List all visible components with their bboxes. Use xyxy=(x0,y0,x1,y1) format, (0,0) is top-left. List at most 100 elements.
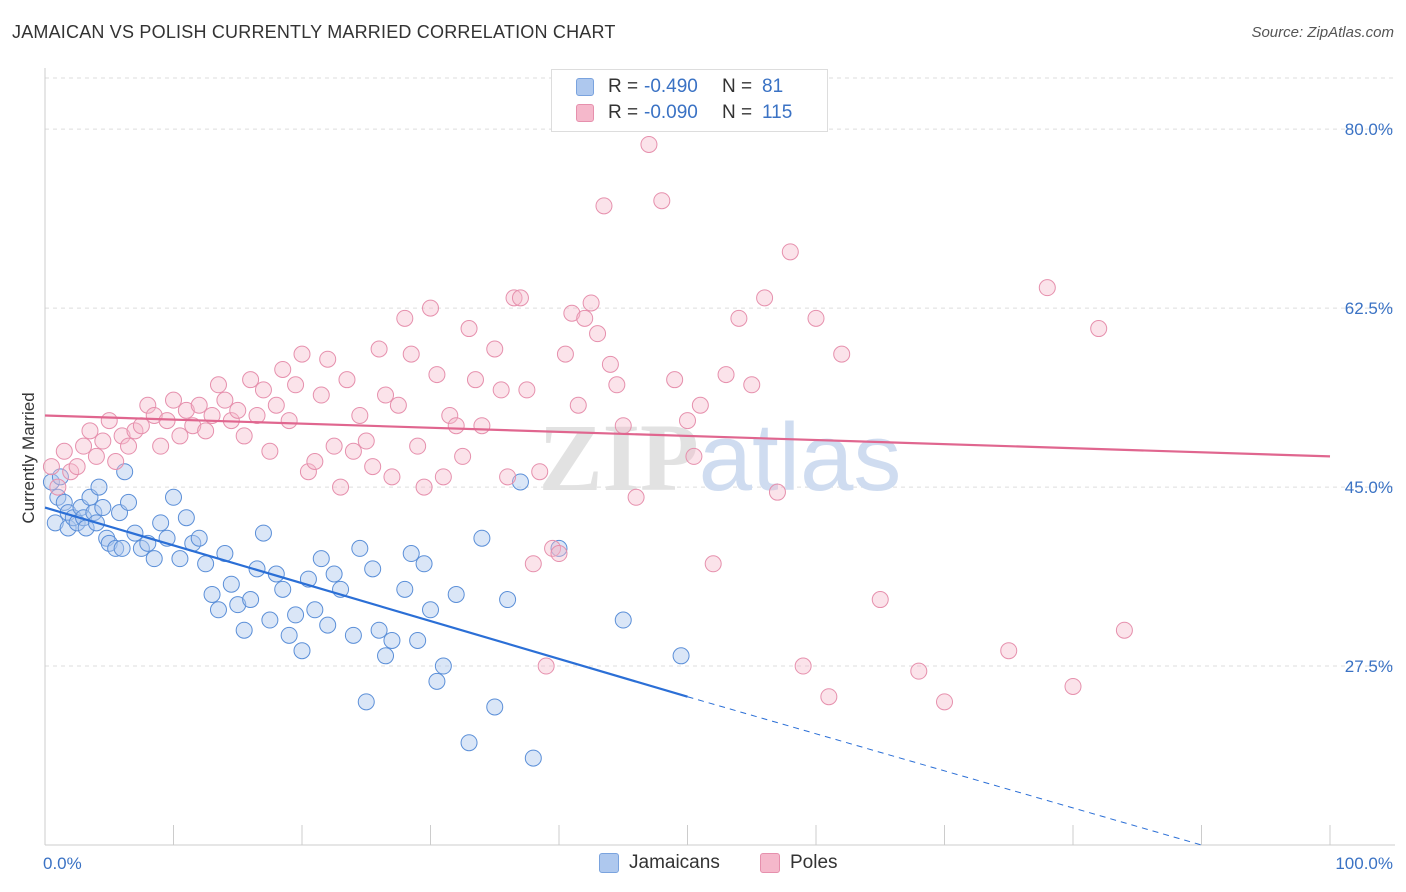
poles-point xyxy=(383,468,401,486)
legend-n-value: 81 xyxy=(762,76,784,97)
poles-point xyxy=(377,386,395,404)
poles-point xyxy=(287,376,305,394)
y-tick-label: 62.5% xyxy=(1345,299,1393,318)
series-jamaicans xyxy=(42,463,690,767)
legend-item-jamaicans[interactable]: Jamaicans xyxy=(599,852,720,874)
jamaicans-point xyxy=(499,591,517,609)
poles-point xyxy=(704,555,722,573)
poles-point xyxy=(563,304,581,322)
jamaicans-point xyxy=(197,555,215,573)
jamaicans-point xyxy=(383,631,401,649)
poles-point xyxy=(511,289,529,307)
poles-point xyxy=(871,591,889,609)
jamaicans-point xyxy=(59,519,77,537)
poles-point xyxy=(556,345,574,363)
poles-point xyxy=(653,192,671,210)
poles-point xyxy=(910,662,928,680)
jamaicans-point xyxy=(287,606,305,624)
poles-point xyxy=(691,396,709,414)
jamaicans-point xyxy=(229,596,247,614)
legend-swatch-jamaicans xyxy=(576,78,594,96)
poles-point xyxy=(293,345,311,363)
poles-point xyxy=(415,478,433,496)
y-axis-label: Currently Married xyxy=(19,392,38,523)
poles-point xyxy=(229,401,247,419)
legend-item-poles[interactable]: Poles xyxy=(760,852,838,874)
jamaicans-point xyxy=(293,642,311,660)
legend-label-poles: Poles xyxy=(790,852,838,873)
poles-point xyxy=(1115,621,1133,639)
series-legend: Jamaicans Poles xyxy=(0,852,1406,876)
jamaicans-point xyxy=(120,493,138,511)
poles-point xyxy=(100,412,118,430)
x-tick-labels: 0.0% 100.0% xyxy=(43,854,1393,873)
jamaicans-point xyxy=(325,565,343,583)
poles-point xyxy=(807,309,825,327)
poles-point xyxy=(107,453,125,470)
poles-point xyxy=(184,417,202,435)
jamaicans-point xyxy=(209,601,227,619)
y-tick-label: 27.5% xyxy=(1345,657,1393,676)
jamaicans-point xyxy=(152,514,170,532)
poles-point xyxy=(55,442,73,460)
correlation-legend: R = -0.490 N = 81 R = -0.090 N = 115 xyxy=(551,69,828,132)
jamaicans-point xyxy=(312,550,330,568)
jamaicans-point xyxy=(171,550,189,568)
poles-point xyxy=(595,197,613,215)
jamaicans-point xyxy=(460,734,478,752)
poles-point xyxy=(820,688,838,706)
jamaicans-point xyxy=(396,580,414,598)
jamaicans-point xyxy=(344,626,362,644)
legend-row-jamaicans: R = -0.490 N = 81 xyxy=(576,75,783,99)
jamaicans-point xyxy=(486,698,504,716)
jamaicans-point xyxy=(511,473,529,491)
poles-point xyxy=(936,693,953,711)
axes xyxy=(44,68,1395,846)
poles-point xyxy=(1090,320,1108,338)
poles-point xyxy=(685,447,703,465)
poles-point xyxy=(460,320,478,338)
jamaicans-point xyxy=(319,616,337,634)
poles-point xyxy=(235,427,253,445)
poles-point xyxy=(344,442,362,460)
jamaicans-point xyxy=(409,631,427,649)
jamaicans-point xyxy=(90,478,108,496)
poles-point xyxy=(679,412,696,430)
legend-r-label: R = xyxy=(608,102,639,123)
legend-row-poles: R = -0.090 N = 115 xyxy=(576,101,792,125)
poles-point xyxy=(743,376,761,394)
poles-point xyxy=(550,545,568,563)
poles-point xyxy=(833,345,851,363)
poles-point xyxy=(422,299,439,317)
jamaicans-point xyxy=(113,539,131,557)
legend-r-value: -0.490 xyxy=(644,76,698,97)
poles-point xyxy=(409,437,427,455)
poles-point xyxy=(87,447,105,465)
poles-point xyxy=(171,427,189,445)
poles-point xyxy=(589,325,607,343)
poles-point xyxy=(402,345,420,363)
jamaicans-point xyxy=(222,575,240,593)
poles-point xyxy=(1038,279,1056,297)
poles-point xyxy=(492,381,510,399)
x-tick-label: 100.0% xyxy=(1335,854,1393,873)
poles-point xyxy=(267,396,285,414)
poles-point xyxy=(518,381,536,399)
jamaicans-point xyxy=(434,657,452,675)
poles-point xyxy=(152,437,170,455)
poles-point xyxy=(165,391,182,409)
legend-r-label: R = xyxy=(608,76,639,97)
legend-n-value: 115 xyxy=(762,102,793,123)
legend-swatch-poles xyxy=(760,853,780,873)
jamaicans-point xyxy=(428,672,446,690)
poles-point xyxy=(49,478,67,496)
poles-point xyxy=(1000,642,1018,660)
poles-point xyxy=(794,657,812,675)
poles-point xyxy=(447,417,465,435)
jamaicans-point xyxy=(415,555,433,573)
poles-point xyxy=(280,412,298,430)
jamaicans-point xyxy=(377,647,395,665)
jamaicans-point xyxy=(145,550,163,568)
jamaicans-point xyxy=(614,611,632,629)
